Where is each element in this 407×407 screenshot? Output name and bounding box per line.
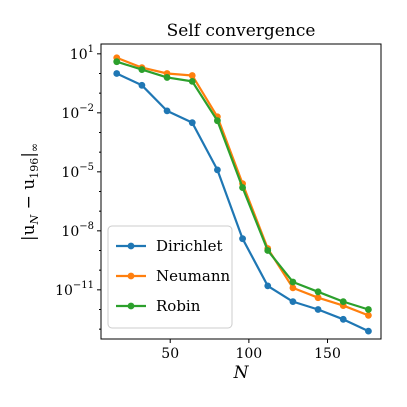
data-point-dirichlet — [138, 81, 146, 89]
data-point-neumann — [188, 72, 196, 79]
data-point-dirichlet — [163, 107, 171, 115]
data-point-robin — [264, 247, 272, 254]
x-axis-label: N — [233, 363, 250, 383]
data-point-robin — [365, 306, 372, 313]
data-point-robin — [339, 298, 347, 306]
legend-item-neumann: Neumann — [116, 267, 230, 285]
data-point-robin — [239, 184, 246, 191]
data-point-dirichlet — [365, 327, 372, 335]
y-axis-ticks: 101 10−2 10−5 10−8 10−11 — [55, 44, 101, 330]
data-point-robin — [289, 278, 297, 286]
y-axis-label: |uN − u196|∞ — [19, 143, 41, 241]
data-point-neumann — [314, 294, 322, 302]
legend-box — [107, 225, 233, 329]
x-tick-label: 150 — [314, 346, 341, 362]
y-tick-label: 10−2 — [61, 103, 94, 122]
data-point-dirichlet — [264, 282, 272, 290]
data-point-robin — [314, 288, 322, 296]
plot-frame — [100, 43, 382, 340]
data-point-dirichlet — [339, 315, 347, 323]
x-tick-label: 50 — [161, 346, 179, 362]
legend-label: Dirichlet — [156, 237, 223, 255]
series-dirichlet — [113, 70, 372, 335]
legend-label: Robin — [156, 297, 201, 315]
legend-label: Neumann — [156, 267, 230, 285]
y-tick-label: 10−5 — [61, 162, 94, 181]
legend-item-dirichlet: Dirichlet — [116, 237, 223, 255]
x-tick-label: 100 — [235, 346, 262, 362]
legend: Dirichlet Neumann Robin — [107, 225, 233, 329]
data-point-robin — [163, 74, 171, 81]
series-robin — [113, 58, 372, 313]
data-point-dirichlet — [188, 119, 196, 127]
legend-item-robin: Robin — [116, 297, 201, 315]
data-point-neumann — [289, 284, 297, 292]
legend-swatch-marker — [127, 242, 135, 250]
y-tick-label: 10−11 — [55, 280, 94, 299]
data-point-dirichlet — [214, 166, 221, 174]
data-point-robin — [188, 77, 196, 85]
y-tick-label: 101 — [70, 44, 94, 63]
series-neumann — [113, 54, 372, 319]
x-axis-ticks: 50 100 150 — [161, 339, 341, 362]
legend-swatch-marker — [127, 302, 135, 310]
legend-swatch-marker — [127, 272, 135, 280]
y-tick-label: 10−8 — [61, 221, 94, 240]
data-point-dirichlet — [113, 70, 121, 77]
data-point-robin — [138, 66, 146, 73]
data-point-dirichlet — [289, 298, 297, 306]
data-point-dirichlet — [239, 235, 246, 243]
chart-title: Self convergence — [167, 21, 316, 41]
series-layer — [113, 54, 372, 335]
data-point-robin — [214, 117, 221, 125]
data-point-neumann — [365, 312, 372, 319]
data-point-dirichlet — [314, 306, 322, 313]
data-point-robin — [113, 58, 121, 66]
